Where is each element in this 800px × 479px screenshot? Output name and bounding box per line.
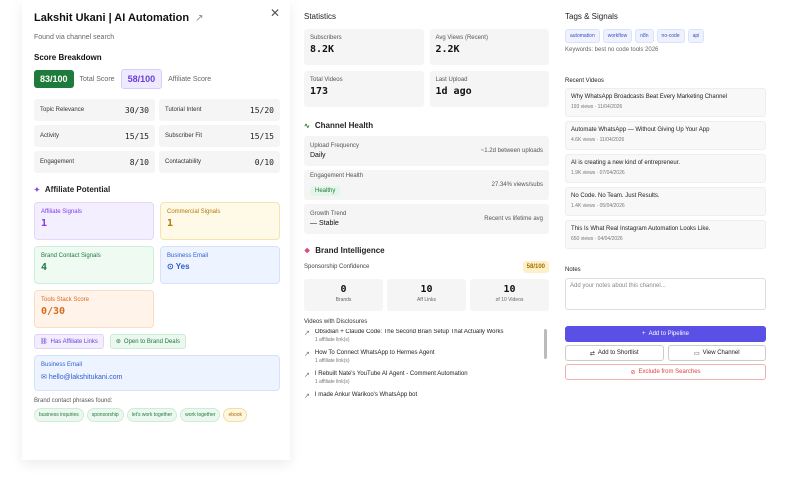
brands-stat: 0 Brands	[304, 279, 383, 311]
tag-chip: no-code	[656, 29, 685, 43]
phrase-chip: work together	[180, 408, 221, 422]
stat-avg-views: Avg Views (Recent) 2.2K	[429, 29, 549, 65]
metric-activity: Activity 15/15	[34, 125, 155, 147]
tags-heading: Tags & Signals	[565, 12, 618, 21]
sponsorship-confidence-value: 58/100	[522, 261, 549, 273]
video-icon: ▭	[693, 350, 700, 357]
phrase-chip: ebook	[223, 408, 248, 422]
dash-icon: —	[310, 220, 317, 227]
add-to-shortlist-button[interactable]: ⇄ Add to Shortlist	[565, 345, 664, 361]
affiliate-links-badge: ⛓ Has Affiliate Links	[34, 334, 104, 349]
tag-chip: workflow	[602, 29, 633, 43]
upload-frequency-row: Upload Frequency Daily ~1.2d between uplo…	[304, 136, 549, 166]
brand-contact-card: Brand Contact Signals 4	[34, 246, 154, 284]
channel-title: Lakshit Ukani | AI Automation	[34, 12, 190, 24]
affiliate-potential-heading: ✦ Affiliate Potential	[34, 185, 111, 194]
source-text: Found via channel search	[34, 34, 115, 41]
disclosure-video-list[interactable]: ↗ Obsidian + Claude Code: The Second Brai…	[304, 329, 549, 421]
tag-chip: automation	[565, 29, 600, 43]
brand-intelligence-heading: ❖ Brand Intelligence	[304, 246, 385, 255]
growth-trend-row: Growth Trend — Stable Recent vs lifetime …	[304, 204, 549, 234]
stat-total-videos: Total Videos 173	[304, 71, 424, 107]
phrase-chip: business inquiries	[34, 408, 84, 422]
tag-chip: api	[687, 29, 705, 43]
total-score-label: Total Score	[79, 75, 115, 83]
engagement-health-row: Engagement Health Healthy 27.34% views/su…	[304, 170, 549, 200]
pulse-icon: ∿	[304, 122, 310, 130]
list-item[interactable]: ↗ How To Connect WhatsApp to Hermes Agent…	[304, 350, 435, 364]
stat-subscribers: Subscribers 8.2K	[304, 29, 424, 65]
plus-icon: +	[642, 331, 646, 337]
sparkle-icon: ✦	[34, 186, 40, 194]
keywords-text: Keywords: best no code tools 2026	[565, 47, 659, 53]
recent-video-item[interactable]: Automate WhatsApp — Without Giving Up Yo…	[565, 121, 766, 150]
channel-detail-panel: Lakshit Ukani | AI Automation ↗ ✕ Found …	[22, 0, 290, 460]
metric-subscriber-fit: Subscriber Fit 15/15	[159, 125, 280, 147]
metric-tutorial-intent: Tutorial Intent 15/20	[159, 99, 280, 121]
phrase-chip: sponsorship	[86, 408, 124, 422]
score-metrics: Topic Relevance 30/30 Tutorial Intent 15/2…	[34, 99, 280, 173]
sponsorship-confidence-label: Sponsorship Confidence	[304, 264, 370, 270]
recent-video-item[interactable]: Why WhatsApp Broadcasts Beat Every Marke…	[565, 88, 766, 117]
channel-health-heading: ∿ Channel Health	[304, 121, 374, 130]
statistics-heading: Statistics	[304, 12, 337, 21]
business-email-card: Business Email ⊙ Yes	[160, 246, 280, 284]
affiliate-signals-card: Affiliate Signals 1	[34, 202, 154, 240]
mail-icon: ✉	[41, 374, 47, 381]
recent-videos-heading: Recent Videos	[565, 78, 604, 84]
total-score-badge: 83/100	[34, 70, 74, 88]
external-link-icon: ↗	[304, 393, 310, 400]
business-email-link[interactable]: hello@lakshitukani.com	[48, 374, 123, 381]
center-column: Statistics Subscribers 8.2K Avg Views (Re…	[298, 0, 553, 460]
gift-icon: ❖	[304, 247, 311, 255]
link-icon: ⛓	[40, 339, 48, 345]
view-channel-button[interactable]: ▭ View Channel	[667, 345, 766, 361]
scrollbar[interactable]	[544, 329, 547, 359]
affiliate-score-badge: 58/100	[120, 69, 163, 89]
business-email-box: Business Email ✉ hello@lakshitukani.com	[34, 355, 280, 391]
metric-engagement: Engagement 8/10	[34, 151, 155, 173]
external-link-icon: ↗	[304, 351, 310, 358]
list-item[interactable]: ↗ I Rebuilt Nate's YouTube AI Agent - Com…	[304, 371, 468, 385]
phrases-heading: Brand contact phrases found:	[34, 398, 113, 404]
check-circle-icon: ⊙	[167, 262, 174, 271]
affiliate-score-label: Affiliate Score	[168, 75, 212, 83]
aff-links-stat: 10 Aff Links	[387, 279, 466, 311]
external-link-icon: ↗	[304, 330, 310, 337]
metric-topic-relevance: Topic Relevance 30/30	[34, 99, 155, 121]
score-breakdown-heading: Score Breakdown	[34, 53, 102, 62]
ban-icon: ⊘	[630, 369, 636, 376]
recent-video-item[interactable]: AI is creating a new kind of entrepreneu…	[565, 154, 766, 183]
close-icon[interactable]: ✕	[269, 6, 280, 20]
add-to-pipeline-button[interactable]: + Add to Pipeline	[565, 326, 766, 342]
recent-video-item[interactable]: No Code. No Team. Just Results. 1.4K view…	[565, 187, 766, 216]
commercial-signals-card: Commercial Signals 1	[160, 202, 280, 240]
handshake-icon: ⊛	[115, 339, 121, 345]
right-column: Tags & Signals automation workflow n8n n…	[560, 0, 770, 460]
healthy-badge: Healthy	[310, 186, 341, 196]
metric-contactability: Contactability 0/10	[159, 151, 280, 173]
exclude-button[interactable]: ⊘ Exclude from Searches	[565, 364, 766, 380]
tools-stack-card: Tools Stack Score 0/30	[34, 290, 154, 328]
phrase-chip: let's work together	[126, 408, 178, 422]
external-link-icon: ↗	[304, 372, 310, 379]
list-item[interactable]: ↗ Obsidian + Claude Code: The Second Brai…	[304, 329, 504, 343]
brand-deals-badge: ⊛ Open to Brand Deals	[109, 334, 186, 349]
list-icon: ⇄	[589, 350, 595, 357]
stat-last-upload: Last Upload 1d ago	[429, 71, 549, 107]
recent-video-item[interactable]: This Is What Real Instagram Automation L…	[565, 220, 766, 249]
list-item[interactable]: ↗ I made Ankur Warikoo's WhatsApp bot	[304, 392, 418, 400]
tag-chip: n8n	[635, 29, 654, 43]
notes-textarea[interactable]: Add your notes about this channel...	[565, 278, 766, 310]
external-link-icon[interactable]: ↗	[195, 12, 204, 24]
videos-disclosures-heading: Videos with Disclosures	[304, 319, 368, 325]
notes-heading: Notes	[565, 267, 581, 273]
videos-stat: 10 of 10 Videos	[470, 279, 549, 311]
